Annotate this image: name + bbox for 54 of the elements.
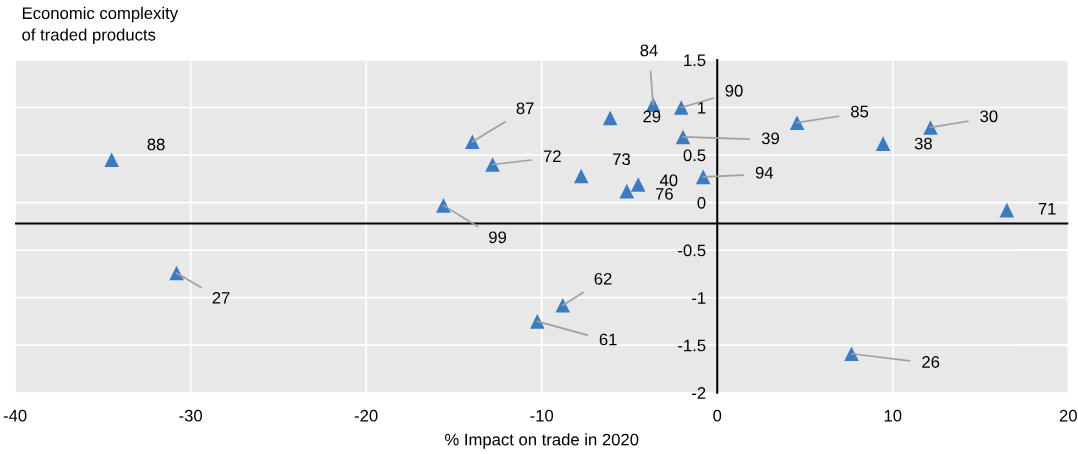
y-tick-label: -1.5 (678, 339, 706, 352)
point (465, 134, 480, 149)
y-tick-label: -2 (692, 387, 706, 399)
point (436, 198, 451, 213)
annotation: 27 (212, 291, 230, 304)
annotation: 85 (851, 105, 869, 118)
point (555, 297, 571, 313)
point (602, 110, 618, 126)
annotation: 29 (643, 110, 661, 123)
annotation: 61 (599, 333, 617, 346)
y-axis-title: Economic complexity of traded products (22, 6, 179, 44)
x-tick-label: 10 (884, 409, 902, 422)
point (875, 136, 891, 151)
y-tick-label: 1.5 (684, 54, 706, 67)
point (104, 152, 119, 168)
point (789, 115, 805, 130)
annotation: 87 (516, 102, 534, 115)
y-tick-label: 0.5 (683, 149, 706, 162)
point (619, 183, 635, 199)
point (530, 314, 545, 329)
annotation: 73 (613, 153, 631, 166)
point (630, 177, 646, 192)
annotation: 94 (755, 166, 774, 179)
annotation: 62 (594, 272, 612, 285)
annotation: 99 (489, 231, 507, 244)
x-axis-title: % Impact on trade in 2020 (445, 433, 639, 449)
annotation: 84 (640, 44, 658, 57)
point (999, 202, 1015, 218)
point (695, 169, 711, 185)
annotation: 26 (922, 356, 940, 368)
annotation: 76 (655, 187, 673, 200)
annotation: 39 (761, 132, 779, 145)
point (573, 168, 589, 184)
x-tick-label: -30 (179, 409, 203, 422)
annotation: 40 (659, 174, 678, 187)
annotation: 88 (147, 138, 165, 151)
annotation: 30 (980, 110, 998, 123)
annotation: 71 (1038, 203, 1056, 215)
point (673, 100, 689, 115)
annotation: 90 (725, 84, 743, 97)
x-tick-label: -40 (3, 409, 27, 422)
x-tick-label: 0 (713, 409, 722, 422)
annotation: 72 (543, 150, 561, 162)
x-tick-label: -20 (354, 409, 378, 422)
y-tick-label: 1 (698, 102, 706, 114)
y-tick-label: -0.5 (678, 244, 706, 257)
x-tick-label: 20 (1059, 409, 1077, 422)
point (844, 346, 859, 362)
y-tick-label: 0 (697, 196, 706, 209)
point (923, 120, 938, 135)
point (485, 157, 500, 172)
annotation: 38 (914, 137, 932, 150)
y-tick-label: -1 (692, 292, 706, 304)
x-tick-label: -10 (530, 409, 554, 422)
